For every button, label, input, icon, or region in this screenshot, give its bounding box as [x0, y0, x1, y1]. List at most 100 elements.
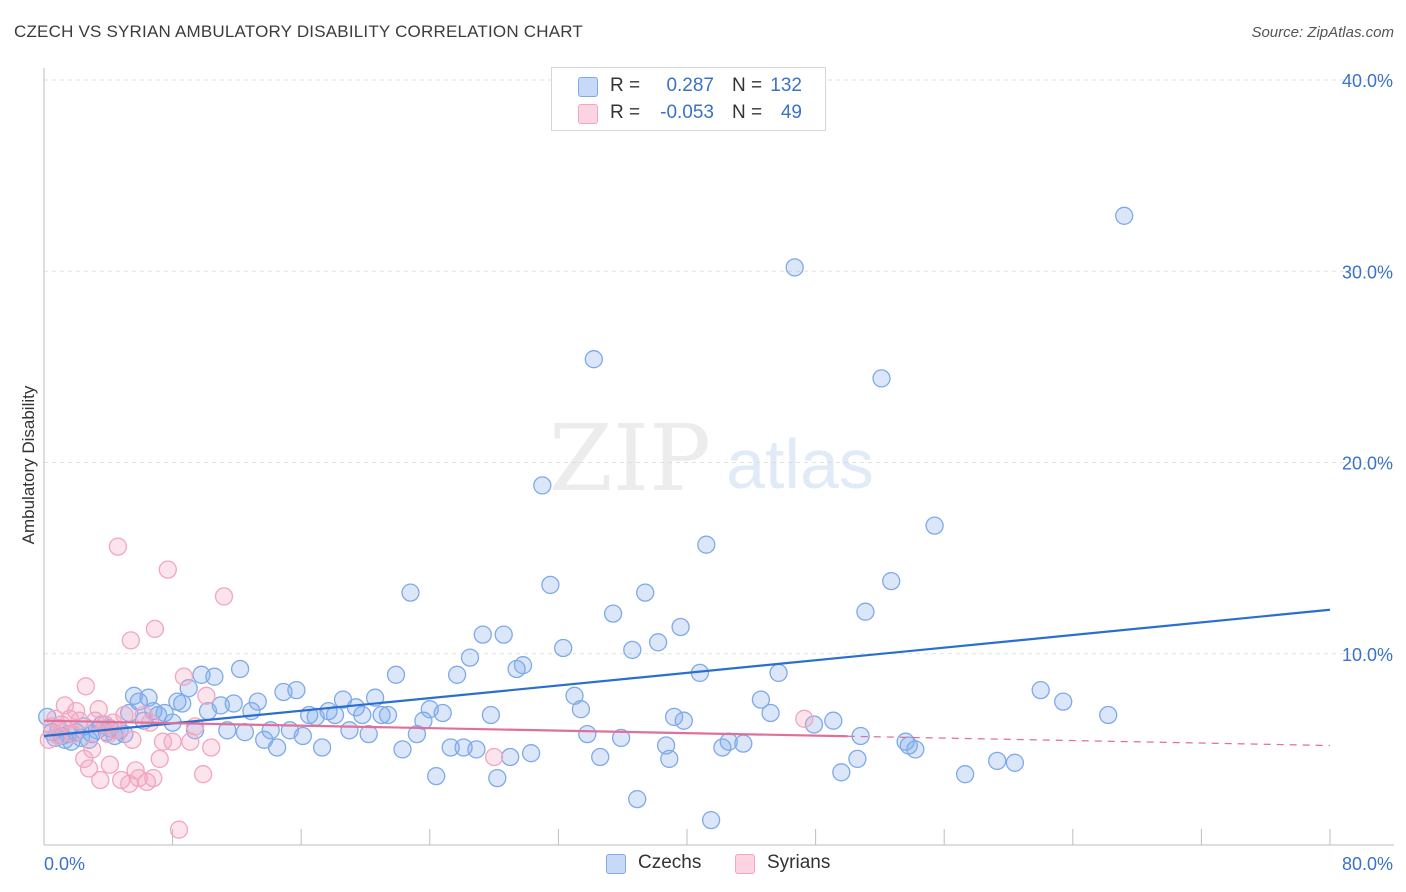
trend-line-syrians — [43, 719, 848, 738]
data-point — [267, 738, 287, 757]
data-point — [181, 732, 200, 751]
data-point — [158, 560, 177, 579]
data-point — [224, 694, 243, 713]
data-point — [293, 726, 312, 746]
data-point — [578, 724, 597, 744]
data-point — [100, 755, 120, 774]
x-tick-label: 0.0% — [44, 854, 85, 874]
data-point — [494, 625, 513, 644]
data-point — [484, 747, 504, 767]
data-point — [433, 703, 452, 723]
series-syrians — [39, 537, 814, 839]
stats-row-czechs: R = 0.287 N = 132 — [552, 74, 825, 100]
data-point — [872, 369, 891, 388]
data-point — [144, 768, 163, 788]
data-point — [359, 724, 378, 744]
data-point — [89, 700, 108, 719]
legend-label: Czechs — [638, 852, 702, 873]
data-point — [467, 740, 486, 759]
r-value: 0.287 — [666, 75, 714, 96]
data-point — [481, 705, 501, 725]
watermark-zip: ZIP — [549, 405, 711, 512]
data-point — [386, 665, 406, 684]
data-point — [312, 738, 332, 757]
data-point — [832, 763, 851, 782]
y-tick-label: 30.0% — [1342, 262, 1393, 282]
data-point — [533, 476, 552, 495]
data-point — [656, 736, 676, 755]
data-point — [83, 740, 102, 759]
data-point — [121, 631, 140, 650]
data-point — [906, 740, 925, 759]
legend-label: Syrians — [767, 852, 831, 873]
data-point — [521, 744, 541, 763]
data-point — [804, 715, 824, 734]
data-point — [734, 734, 753, 753]
data-point — [124, 686, 144, 705]
data-point — [353, 705, 372, 725]
data-point — [751, 690, 771, 709]
data-point — [414, 711, 433, 730]
n-label: N = — [732, 75, 763, 96]
data-point — [169, 820, 189, 839]
data-point — [197, 686, 216, 705]
data-point — [79, 759, 99, 778]
data-point — [571, 700, 591, 719]
data-point — [554, 638, 573, 658]
data-point — [1054, 692, 1073, 711]
data-point — [603, 604, 623, 623]
data-point — [848, 749, 867, 769]
data-point — [1099, 705, 1118, 725]
data-point — [115, 705, 134, 725]
data-point — [1031, 680, 1050, 700]
data-point — [501, 747, 520, 767]
trend-lines — [43, 608, 1331, 747]
data-point — [1115, 206, 1134, 225]
trend-line-syrians-projection — [847, 735, 1331, 747]
data-point — [882, 571, 901, 591]
data-point — [76, 677, 95, 696]
data-point — [365, 688, 385, 707]
watermark-atlas: atlas — [726, 425, 874, 503]
data-point — [67, 701, 86, 721]
data-point — [179, 679, 198, 698]
data-point — [235, 723, 255, 742]
data-point — [660, 749, 679, 769]
chart-title: CZECH VS SYRIAN AMBULATORY DISABILITY CO… — [14, 22, 583, 41]
data-point — [795, 709, 814, 728]
data-point — [55, 696, 75, 715]
x-tick-label: 80.0% — [1342, 854, 1393, 874]
series-czechs — [38, 206, 1134, 830]
data-point — [173, 694, 192, 713]
data-point — [697, 535, 716, 554]
data-point — [150, 749, 169, 769]
data-point — [623, 640, 642, 660]
data-point — [1005, 753, 1025, 772]
grid-lines — [44, 79, 1394, 655]
czechs-swatch — [578, 77, 598, 97]
data-point — [139, 688, 158, 707]
data-point — [856, 602, 875, 621]
data-point — [701, 810, 721, 830]
r-label: R = — [610, 102, 641, 123]
y-tick-labels: 10.0% 20.0% 30.0% 40.0% — [1342, 71, 1393, 665]
data-point — [393, 740, 412, 759]
data-point — [129, 692, 148, 711]
data-point — [108, 537, 128, 556]
data-point — [584, 350, 603, 369]
x-tick-labels: 0.0% 80.0% — [44, 854, 1393, 874]
data-point — [340, 721, 359, 740]
data-point — [230, 659, 250, 679]
n-value: 132 — [770, 75, 802, 96]
data-point — [287, 680, 306, 700]
data-point — [611, 728, 631, 748]
syrians-swatch — [578, 104, 598, 124]
data-point — [761, 703, 780, 723]
x-ticks — [172, 829, 1331, 845]
watermark: ZIP atlas — [549, 405, 874, 512]
data-point — [628, 789, 647, 809]
data-point — [955, 765, 975, 784]
data-point — [91, 770, 110, 790]
data-point — [378, 705, 398, 725]
data-point — [513, 656, 533, 675]
